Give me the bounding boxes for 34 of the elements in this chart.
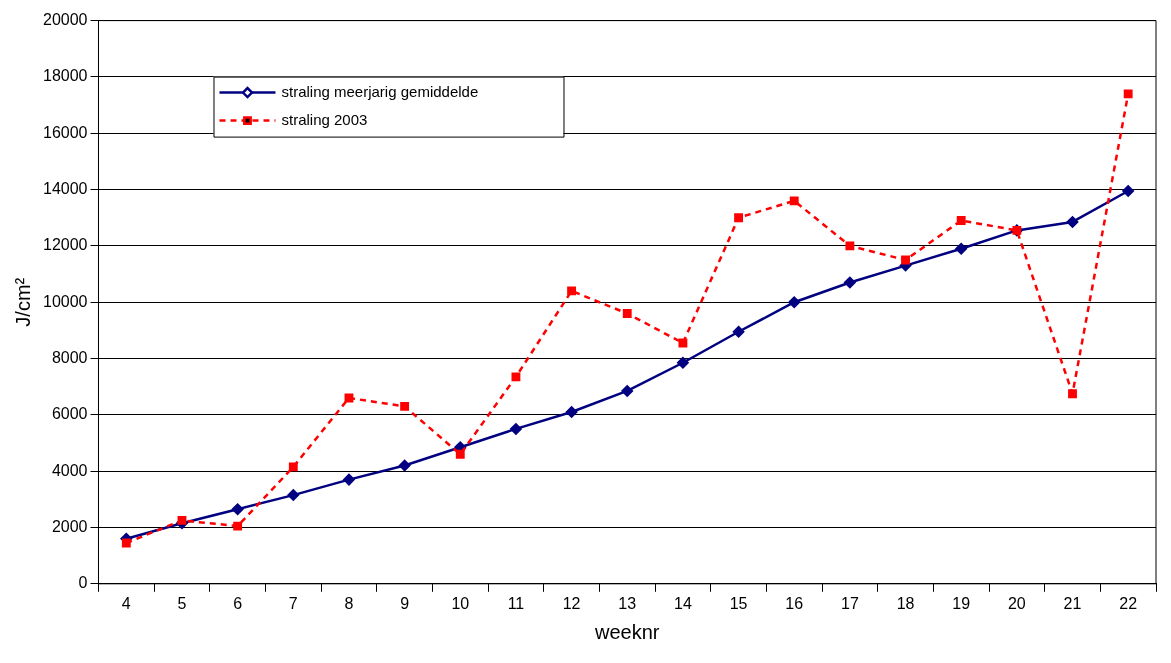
x-tick-label: 7 (288, 594, 298, 612)
y-tick-label: 4000 (51, 461, 88, 479)
y-tick-label: 2000 (51, 517, 88, 535)
x-tick-label: 10 (451, 594, 470, 612)
y-axis-title: J/cm² (11, 277, 34, 327)
legend-label: straling 2003 (281, 110, 368, 128)
y-tick-label: 12000 (42, 236, 88, 254)
x-tick-label: 8 (344, 594, 354, 612)
x-tick-label: 19 (952, 594, 971, 612)
y-tick-label: 18000 (42, 67, 88, 85)
x-tick-label: 11 (507, 594, 525, 612)
x-axis-title: weeknr (594, 620, 660, 643)
x-tick-label: 21 (1063, 594, 1082, 612)
x-tick-label: 14 (674, 594, 692, 612)
y-tick-label: 14000 (42, 179, 88, 197)
x-tick-label: 15 (729, 594, 748, 612)
y-tick-label: 6000 (51, 405, 88, 423)
x-tick-label: 12 (562, 594, 581, 612)
x-tick-label: 22 (1119, 594, 1138, 612)
x-tick-label: 5 (177, 594, 187, 612)
x-tick-label: 4 (121, 594, 131, 612)
x-tick-label: 17 (840, 594, 859, 612)
legend-label: straling meerjarig gemiddelde (281, 82, 479, 100)
y-tick-label: 8000 (51, 348, 88, 366)
y-tick-label: 0 (78, 574, 88, 592)
x-tick-label: 18 (896, 594, 915, 612)
y-tick-label: 20000 (42, 11, 88, 29)
x-tick-label: 6 (233, 594, 243, 612)
x-tick-label: 9 (400, 594, 410, 612)
x-tick-label: 13 (618, 594, 637, 612)
x-tick-label: 20 (1007, 594, 1026, 612)
y-tick-label: 10000 (42, 292, 88, 310)
x-tick-label: 16 (785, 594, 804, 612)
y-tick-label: 16000 (42, 123, 88, 141)
